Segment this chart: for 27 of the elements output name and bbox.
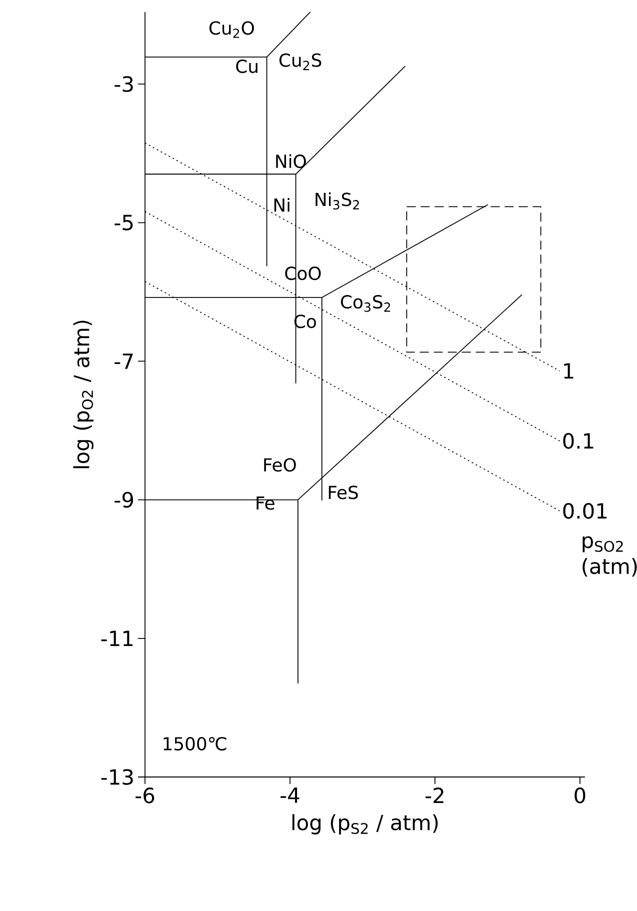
y-tick-label: -11 (101, 630, 133, 646)
series-label: 0.01 (563, 502, 606, 519)
annotation: Cu (236, 60, 258, 74)
annotation: FeS (328, 486, 358, 500)
annotation: NiO (276, 154, 306, 168)
annotation: FeO (264, 458, 296, 472)
y-axis-title: log (p$_{O2}$ / atm) (73, 320, 94, 468)
y-tick-label: -7 (114, 354, 133, 369)
y-tick-label: -3 (114, 76, 133, 92)
annotation: 1500℃ (164, 736, 226, 751)
annotation: Fe (256, 496, 274, 510)
series-label: 1 (564, 363, 574, 379)
annotation: Ni (274, 198, 290, 212)
annotation: Cu$_{2}$O (209, 21, 254, 38)
x-tick-label: 0 (574, 788, 586, 804)
x-tick-label: -4 (280, 788, 300, 803)
x-axis-title: log (p$_{S2}$ / atm) (292, 814, 438, 834)
y-tick-label: -9 (114, 492, 134, 508)
y-tick-label: -5 (114, 214, 133, 230)
series-label: 0.1 (563, 433, 594, 449)
y-tick-label: -13 (101, 769, 133, 785)
annotation: Cu$_{2}$S (279, 53, 322, 70)
annotation: Ni$_{3}$S$_{2}$ (316, 192, 359, 210)
legend-title: p$_{SO2}$ (atm) (582, 536, 637, 577)
x-tick-label: -2 (426, 788, 444, 804)
x-tick-label: -6 (136, 788, 154, 804)
annotation: Co$_{3}$S$_{2}$ (340, 295, 390, 312)
